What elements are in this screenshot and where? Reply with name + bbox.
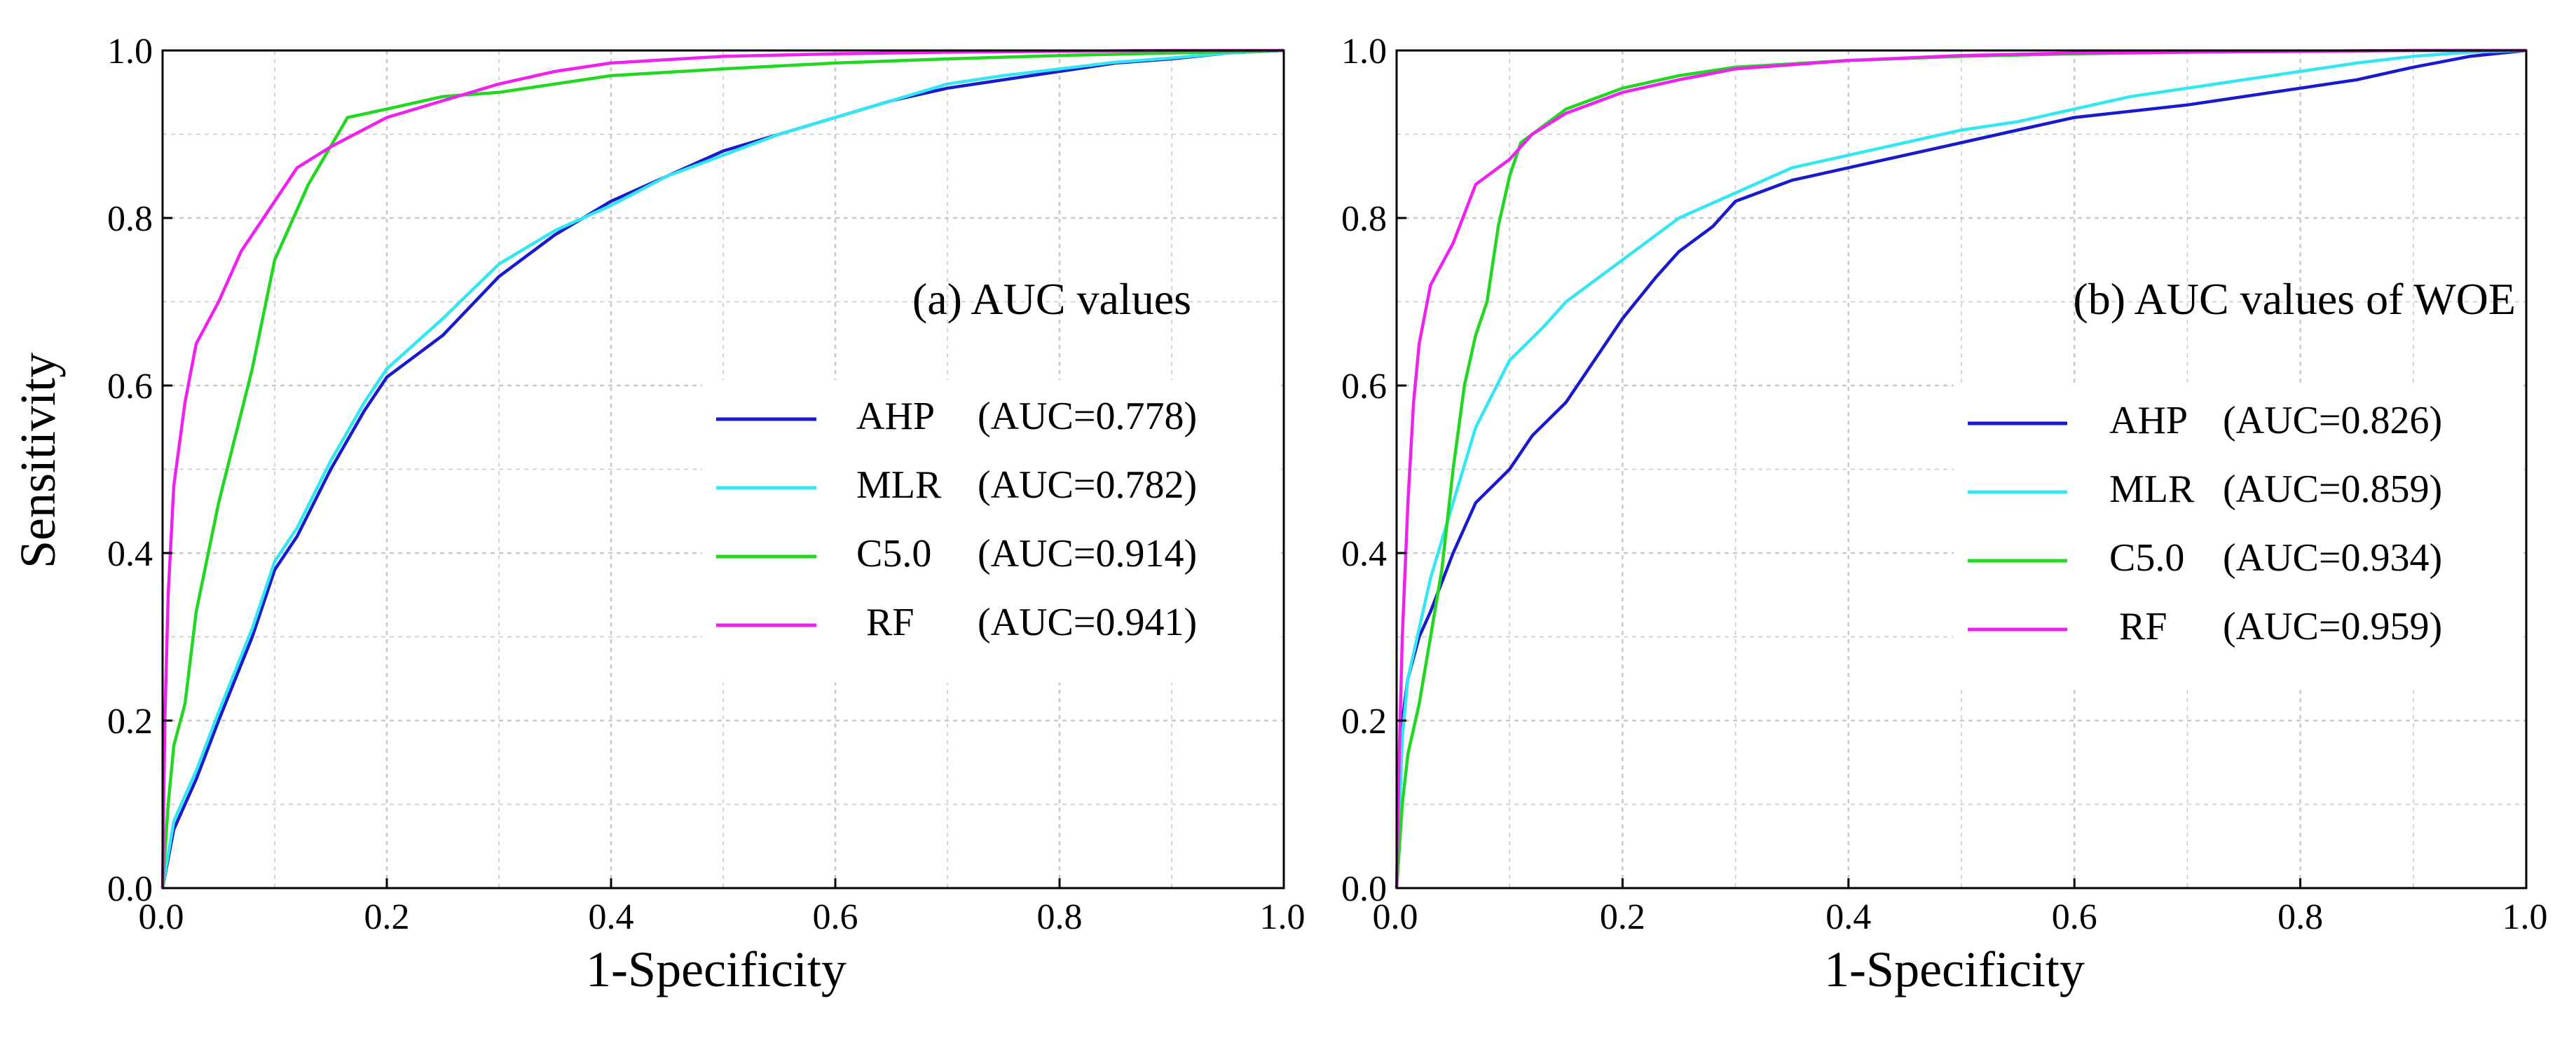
x-tick-label-a-2: 0.4 bbox=[589, 897, 634, 937]
legend-label-mlr-a: MLR bbox=[856, 463, 942, 507]
panel-title-b: (b) AUC values of WOE bbox=[2073, 274, 2516, 324]
series-rf-line-a bbox=[160, 48, 1284, 889]
legend-label-c50-b: C5.0 bbox=[2109, 536, 2184, 580]
x-tick-label-a-1: 0.2 bbox=[364, 897, 410, 937]
y-tick-label-a-4: 0.8 bbox=[107, 199, 153, 239]
x-tick-label-b-0: 0.0 bbox=[1373, 897, 1418, 937]
legend-label-rf-a: RF bbox=[866, 601, 914, 644]
series-mlr-line-b bbox=[1395, 48, 2527, 889]
y-tick-label-b-3: 0.6 bbox=[1341, 367, 1387, 407]
y-tick-label-a-5: 1.0 bbox=[107, 32, 153, 71]
x-tick-label-a-0: 0.0 bbox=[139, 897, 184, 937]
series-ahp-line-b bbox=[1395, 48, 2527, 889]
x-tick-label-b-3: 0.6 bbox=[2052, 897, 2097, 937]
legend-b: AHP (AUC=0.826) MLR (AUC=0.859) C5.0 (AUC=0.9… bbox=[1954, 384, 2519, 687]
legend-auc-ahp-b: (AUC=0.826) bbox=[2223, 399, 2442, 442]
legend-label-rf-b: RF bbox=[2119, 605, 2167, 648]
panel-b: 0.0 0.2 0.4 0.6 0.8 1.0 0.0 0.2 0.4 0.6 0.8 1.0 1-Sp… bbox=[1341, 32, 2548, 997]
legend-label-ahp-b: AHP bbox=[2109, 399, 2188, 442]
legend-label-mlr-b: MLR bbox=[2109, 468, 2195, 511]
legend-auc-c50-a: (AUC=0.914) bbox=[978, 532, 1197, 575]
y-tick-label-a-1: 0.2 bbox=[107, 702, 153, 742]
y-tick-label-a-3: 0.6 bbox=[107, 367, 153, 407]
y-tick-label-a-0: 0.0 bbox=[107, 869, 153, 909]
legend-auc-ahp-a: (AUC=0.778) bbox=[978, 395, 1197, 438]
x-tick-label-b-2: 0.4 bbox=[1825, 897, 1871, 937]
x-axis-title-a: 1-Specificity bbox=[586, 941, 847, 997]
panel-a: 0.0 0.2 0.4 0.6 0.8 1.0 0.0 0.2 0.4 0.6 0.8 1.0 1-Sp… bbox=[107, 32, 1306, 997]
legend-label-c50-a: C5.0 bbox=[856, 532, 931, 575]
legend-auc-mlr-a: (AUC=0.782) bbox=[978, 463, 1197, 507]
legend-a: AHP (AUC=0.778) MLR (AUC=0.782) C5.0 (AUC=0.9… bbox=[702, 380, 1277, 683]
y-tick-label-b-5: 1.0 bbox=[1341, 32, 1387, 71]
legend-auc-c50-b: (AUC=0.934) bbox=[2223, 536, 2442, 580]
panel-title-a: (a) AUC values bbox=[912, 274, 1191, 324]
legend-label-ahp-a: AHP bbox=[856, 395, 935, 438]
y-tick-label-b-1: 0.2 bbox=[1341, 702, 1387, 742]
x-tick-label-b-1: 0.2 bbox=[1600, 897, 1645, 937]
series-rf-line-b bbox=[1395, 48, 2526, 889]
y-tick-label-b-2: 0.4 bbox=[1341, 534, 1387, 574]
legend-background-a bbox=[702, 380, 1277, 683]
series-c50-line-a bbox=[160, 48, 1284, 889]
legend-auc-mlr-b: (AUC=0.859) bbox=[2223, 468, 2442, 511]
x-axis-title-b: 1-Specificity bbox=[1824, 941, 2085, 997]
x-tick-label-a-3: 0.6 bbox=[813, 897, 858, 937]
legend-background-b bbox=[1954, 384, 2519, 687]
y-axis-title: Sensitivity bbox=[10, 353, 66, 568]
plot-frame-a bbox=[161, 49, 1285, 889]
legend-auc-rf-a: (AUC=0.941) bbox=[978, 601, 1197, 644]
x-tick-label-a-4: 0.8 bbox=[1037, 897, 1083, 937]
plot-frame-b bbox=[1395, 49, 2528, 889]
y-tick-label-a-2: 0.4 bbox=[107, 534, 153, 574]
y-tick-label-b-4: 0.8 bbox=[1341, 199, 1387, 239]
x-tick-label-b-4: 0.8 bbox=[2277, 897, 2323, 937]
series-mlr-line-a bbox=[160, 48, 1284, 889]
y-tick-label-b-0: 0.0 bbox=[1341, 869, 1387, 909]
x-tick-label-b-5: 1.0 bbox=[2502, 897, 2548, 937]
x-tick-label-a-5: 1.0 bbox=[1260, 897, 1306, 937]
legend-auc-rf-b: (AUC=0.959) bbox=[2223, 605, 2442, 648]
